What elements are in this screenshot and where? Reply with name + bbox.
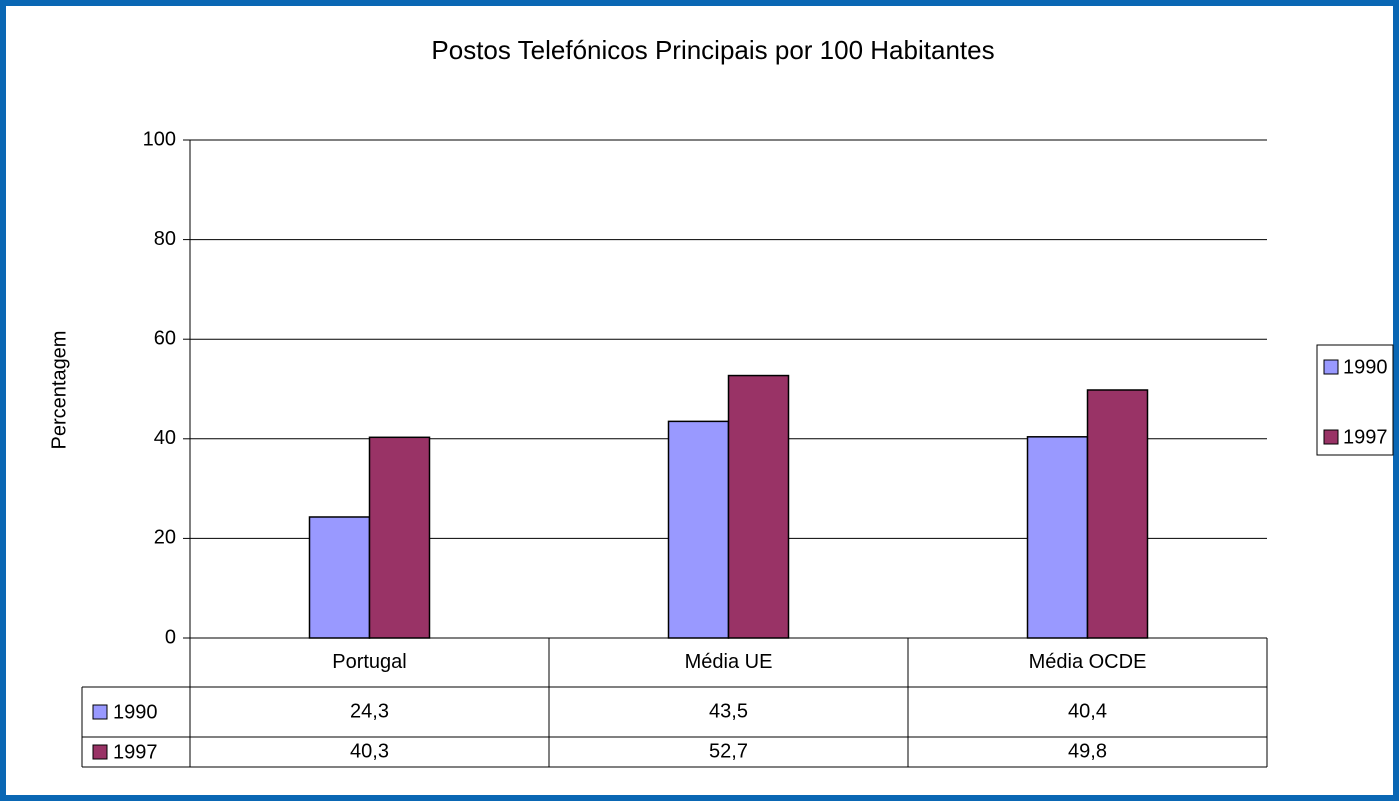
- y-tick-label: 20: [154, 527, 176, 549]
- table-series-label: 1990: [113, 701, 158, 723]
- x-tick-label: Média OCDE: [1029, 651, 1147, 673]
- table-value: 52,7: [709, 740, 748, 762]
- bar: [368, 436, 431, 639]
- legend-key: [1323, 359, 1339, 375]
- y-tick-label: 100: [143, 128, 176, 150]
- table-legend-key: [92, 744, 108, 760]
- bar: [667, 420, 730, 639]
- bar: [308, 516, 371, 639]
- table-series-label: 1997: [113, 741, 158, 763]
- table-value: 40,3: [350, 740, 389, 762]
- legend-label: 1990: [1343, 356, 1388, 378]
- bar: [1026, 436, 1089, 639]
- table-value: 24,3: [350, 700, 389, 722]
- y-tick-label: 60: [154, 327, 176, 349]
- legend-key: [1323, 429, 1339, 445]
- x-tick-label: Portugal: [332, 651, 407, 673]
- chart-background: [6, 6, 1393, 795]
- table-value: 40,4: [1068, 700, 1107, 722]
- y-tick-label: 0: [165, 626, 176, 648]
- table-value: 49,8: [1068, 740, 1107, 762]
- legend-label: 1997: [1343, 426, 1388, 448]
- bar: [1086, 389, 1149, 639]
- x-tick-label: Média UE: [685, 651, 773, 673]
- table-legend-key: [92, 704, 108, 720]
- y-tick-label: 80: [154, 228, 176, 250]
- y-tick-label: 40: [154, 427, 176, 449]
- table-value: 43,5: [709, 700, 748, 722]
- chart-title: Postos Telefónicos Principais por 100 Ha…: [431, 35, 994, 65]
- bar: [727, 374, 790, 639]
- y-axis-label: Percentagem: [48, 331, 70, 450]
